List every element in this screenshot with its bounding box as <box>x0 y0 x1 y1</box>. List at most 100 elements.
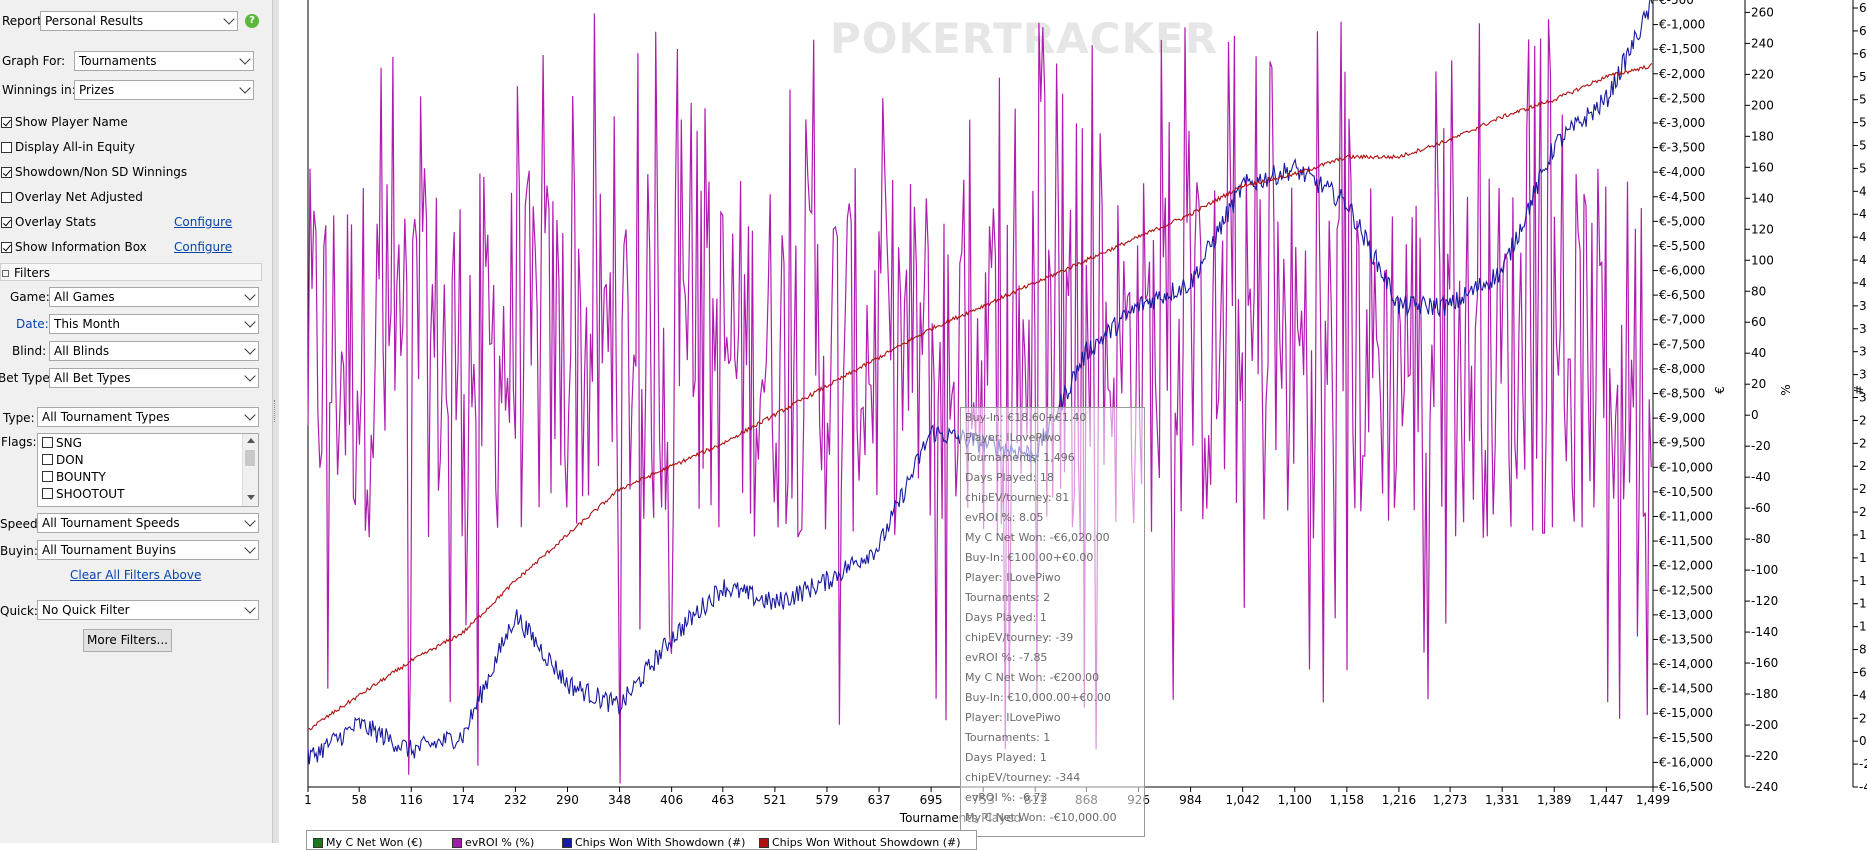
x-tick-label: 984 <box>1179 793 1202 807</box>
y-tick-label: 24,000 <box>1859 459 1867 473</box>
show-info-box-checkbox[interactable] <box>1 242 12 253</box>
tooltip-line: Days Played: 18 <box>965 471 1054 484</box>
flag-bounty-label: BOUNTY <box>56 470 106 484</box>
y-tick-label: 20,000 <box>1859 505 1867 519</box>
type-value: All Tournament Types <box>42 410 170 424</box>
bet-type-label: Bet Type: <box>0 371 54 385</box>
tooltip-line: chipEV/tourney: 81 <box>965 491 1070 504</box>
scroll-up-icon[interactable] <box>247 438 255 443</box>
y-tick-label: 42,000 <box>1859 253 1867 267</box>
x-tick-label: 1,389 <box>1537 793 1571 807</box>
game-value: All Games <box>54 290 115 304</box>
overlay-stats-configure-link[interactable]: Configure <box>174 215 233 229</box>
filters-header[interactable]: Filters <box>0 263 262 281</box>
y-tick-label: €-8,500 <box>1659 387 1705 401</box>
flag-bounty[interactable]: BOUNTY <box>42 470 106 484</box>
report-label: Report: <box>2 14 46 28</box>
sidebar: Report: Personal Results ? Graph For: To… <box>0 0 272 843</box>
sidebar-splitter[interactable] <box>272 0 279 843</box>
blind-select[interactable]: All Blinds <box>49 341 259 361</box>
y-tick-label: -20 <box>1751 439 1771 453</box>
tooltip-line: My C Net Won: -€10,000.00 <box>965 811 1117 824</box>
splitter-grip-icon[interactable] <box>274 400 277 422</box>
more-filters-button[interactable]: More Filters... <box>83 629 172 652</box>
date-select[interactable]: This Month <box>49 314 259 334</box>
type-select[interactable]: All Tournament Types <box>37 407 259 427</box>
tooltip-line: Tournaments: 1,496 <box>965 451 1075 464</box>
x-tick-label: 232 <box>504 793 527 807</box>
y-tick-label: €-5,000 <box>1659 214 1705 228</box>
y-tick-label: 28,000 <box>1859 413 1867 427</box>
filters-label: Filters <box>14 266 50 280</box>
winnings-value: Prizes <box>79 83 115 97</box>
bet-type-select[interactable]: All Bet Types <box>49 368 259 388</box>
quick-value: No Quick Filter <box>42 603 130 617</box>
quick-select[interactable]: No Quick Filter <box>37 600 259 620</box>
flags-scrollbar[interactable] <box>242 434 258 506</box>
overlay-stats-checkbox[interactable] <box>1 217 12 228</box>
y-tick-label: -120 <box>1751 594 1778 608</box>
flag-sng-checkbox[interactable] <box>42 437 53 448</box>
report-select[interactable]: Personal Results <box>40 11 238 31</box>
y-tick-label: 240 <box>1751 36 1774 50</box>
y-tick-label: 48,000 <box>1859 184 1867 198</box>
speed-select[interactable]: All Tournament Speeds <box>37 513 259 533</box>
y-axis-unit-label: € <box>1713 386 1727 394</box>
y-tick-label: €-9,000 <box>1659 411 1705 425</box>
showdown-winnings-label: Showdown/Non SD Winnings <box>15 165 188 179</box>
game-select[interactable]: All Games <box>49 287 259 307</box>
y-tick-label: €-12,000 <box>1659 559 1713 573</box>
info-box-configure-link[interactable]: Configure <box>174 240 233 254</box>
tooltip-line: My C Net Won: -€200.00 <box>965 671 1100 684</box>
scroll-thumb[interactable] <box>245 450 255 466</box>
tooltip-line: chipEV/tourney: -344 <box>965 771 1081 784</box>
y-axis-unit-label: % <box>1779 384 1793 395</box>
flag-don[interactable]: DON <box>42 453 84 467</box>
x-tick-label: 1,499 <box>1636 793 1670 807</box>
date-label[interactable]: Date: <box>16 317 49 331</box>
y-tick-label: €-16,500 <box>1659 780 1713 794</box>
y-tick-label: 60,000 <box>1859 47 1867 61</box>
buyin-select[interactable]: All Tournament Buyins <box>37 540 259 560</box>
flags-list[interactable]: SNG DON BOUNTY SHOOTOUT <box>37 433 259 507</box>
y-tick-label: €-3,500 <box>1659 141 1705 155</box>
flag-shootout-checkbox[interactable] <box>42 488 53 499</box>
y-tick-label: -200 <box>1751 718 1778 732</box>
flag-shootout-label: SHOOTOUT <box>56 487 125 501</box>
y-tick-label: 36,000 <box>1859 322 1867 336</box>
overlay-net-adjusted-checkbox[interactable] <box>1 192 12 203</box>
y-tick-label: 100 <box>1751 253 1774 267</box>
y-tick-label: 80 <box>1751 284 1766 298</box>
x-tick-label: 1,158 <box>1330 793 1364 807</box>
showdown-winnings-checkbox[interactable] <box>1 167 12 178</box>
y-tick-label: -4,000 <box>1859 780 1867 794</box>
y-tick-label: €-7,500 <box>1659 337 1705 351</box>
scroll-down-icon[interactable] <box>247 495 255 500</box>
flag-bounty-checkbox[interactable] <box>42 471 53 482</box>
legend-swatch <box>313 838 323 848</box>
flag-sng[interactable]: SNG <box>42 436 82 450</box>
x-tick-label: 637 <box>868 793 891 807</box>
y-tick-label: 0 <box>1751 408 1759 422</box>
help-icon[interactable]: ? <box>245 14 259 28</box>
flag-don-checkbox[interactable] <box>42 454 53 465</box>
graph-for-select[interactable]: Tournaments <box>74 51 254 71</box>
y-tick-label: -160 <box>1751 656 1778 670</box>
y-tick-label: 38,000 <box>1859 299 1867 313</box>
x-tick-label: 1,331 <box>1485 793 1519 807</box>
show-player-name-checkbox[interactable] <box>1 117 12 128</box>
x-tick-label: 1,273 <box>1433 793 1467 807</box>
graph-for-value: Tournaments <box>79 54 157 68</box>
y-tick-label: -220 <box>1751 749 1778 763</box>
show-info-box-label: Show Information Box <box>15 240 147 254</box>
y-axis-unit-label: # <box>1852 385 1866 395</box>
tooltip-line: Tournaments: 1 <box>965 731 1051 744</box>
pokertracker-watermark: POKERTRACKER <box>830 14 1219 63</box>
clear-filters-link[interactable]: Clear All Filters Above <box>70 568 202 582</box>
winnings-select[interactable]: Prizes <box>74 80 254 100</box>
collapse-icon[interactable] <box>2 270 9 277</box>
y-tick-label: €-14,500 <box>1659 682 1713 696</box>
flag-shootout[interactable]: SHOOTOUT <box>42 487 124 501</box>
y-tick-label: €-11,500 <box>1659 534 1713 548</box>
display-allin-equity-checkbox[interactable] <box>1 142 12 153</box>
